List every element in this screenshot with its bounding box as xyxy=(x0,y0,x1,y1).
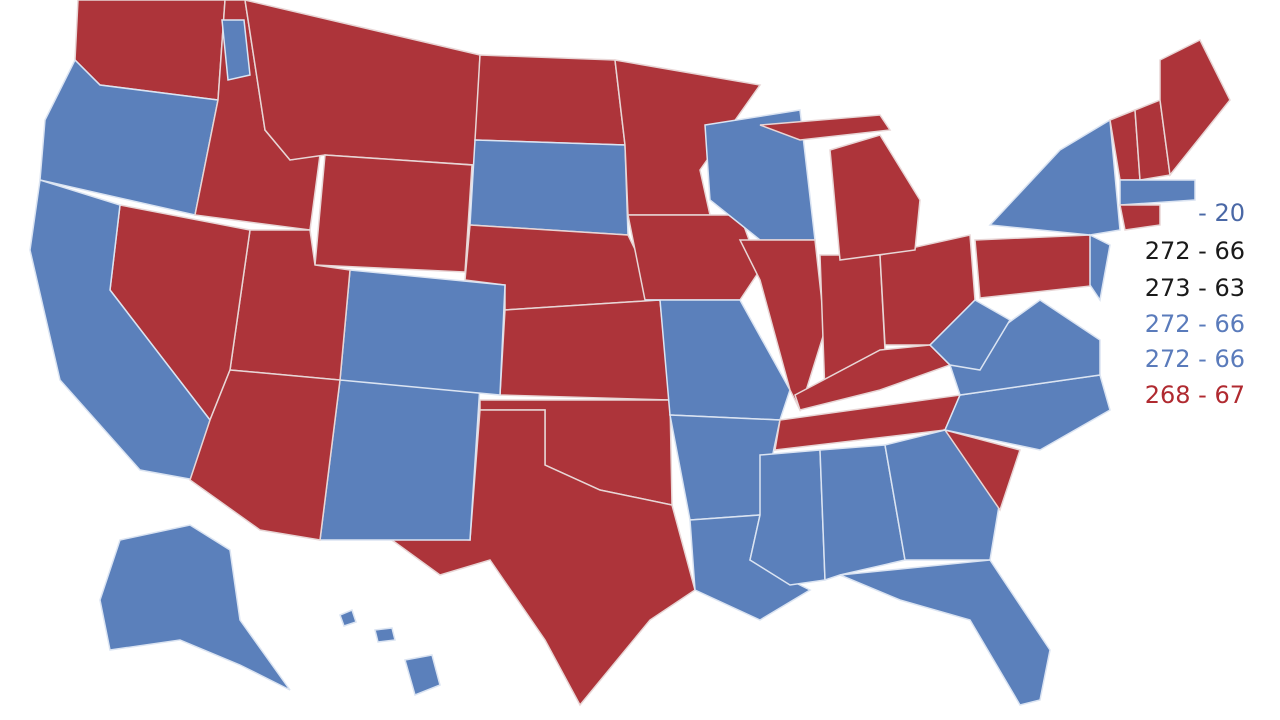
state xyxy=(928,299,1012,371)
state xyxy=(884,429,1001,561)
state xyxy=(339,269,506,396)
state xyxy=(1119,204,1161,231)
state xyxy=(382,409,696,707)
state xyxy=(189,369,341,541)
state xyxy=(1089,233,1111,302)
state xyxy=(374,627,396,643)
state xyxy=(314,154,473,273)
state xyxy=(221,19,251,81)
state xyxy=(839,559,1051,706)
result-label: 272 - 66 xyxy=(1145,345,1245,373)
state xyxy=(319,379,481,541)
state xyxy=(988,118,1121,236)
result-labels: - 20 272 - 66 273 - 63 272 - 66 272 - 66 268 … xyxy=(1145,199,1245,409)
result-label: 273 - 63 xyxy=(1145,274,1245,302)
state xyxy=(949,299,1101,396)
result-label: 272 - 66 xyxy=(1145,237,1245,265)
state xyxy=(749,449,826,586)
result-label: 268 - 67 xyxy=(1145,381,1245,409)
result-label: - 20 xyxy=(1198,199,1245,227)
state xyxy=(759,114,892,141)
state xyxy=(1159,38,1231,177)
states xyxy=(29,0,1231,707)
state xyxy=(819,444,906,582)
state xyxy=(1119,179,1196,206)
state xyxy=(99,524,291,691)
state xyxy=(499,299,671,401)
result-label: 272 - 66 xyxy=(1145,310,1245,338)
state xyxy=(469,139,629,236)
state xyxy=(627,214,761,301)
state xyxy=(974,234,1101,299)
state xyxy=(474,54,626,146)
state xyxy=(339,608,357,627)
state xyxy=(244,0,481,166)
state xyxy=(404,654,441,697)
state xyxy=(829,134,921,261)
state xyxy=(943,428,1021,512)
